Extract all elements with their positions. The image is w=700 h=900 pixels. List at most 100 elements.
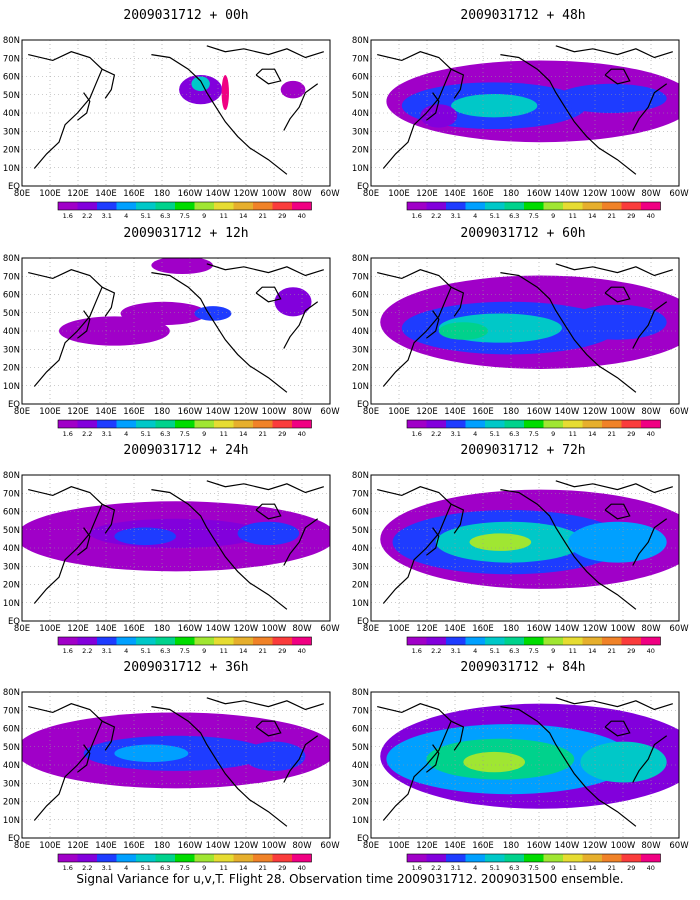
colorbar-swatch — [446, 420, 466, 428]
colorbar-swatch — [97, 854, 117, 862]
latitude-label: 80N — [352, 254, 369, 264]
colorbar-label: 5.1 — [490, 647, 500, 655]
latitude-label: EQ — [357, 834, 369, 844]
longitude-label: 100E — [39, 841, 61, 851]
coastline — [151, 272, 288, 393]
colorbar-label: 21 — [259, 430, 267, 438]
coastline — [426, 527, 440, 556]
colorbar-swatch — [407, 854, 427, 862]
colorbar-swatch — [485, 637, 505, 645]
latitude-label: 80N — [3, 688, 20, 698]
latitude-label: 40N — [3, 109, 20, 119]
map-frame — [21, 257, 331, 405]
colorbar-label: 2.2 — [82, 430, 92, 438]
latitude-label: 40N — [3, 327, 20, 337]
colorbar-label: 14 — [239, 430, 247, 438]
colorbar-label: 4 — [124, 430, 128, 438]
latitude-label: 20N — [352, 581, 369, 591]
colorbar-frame — [406, 636, 661, 646]
coastline — [604, 286, 631, 303]
coastline — [426, 744, 440, 773]
map-panel-60h: 80E 100E 120E 140E 160E 180 160W 140W 120W 100W 80… — [352, 254, 689, 438]
colorbar-swatch — [116, 420, 136, 428]
latitude-label: 70N — [352, 706, 369, 716]
longitude-label: 160W — [527, 841, 552, 851]
colorbar-swatch — [582, 854, 602, 862]
latitude-label: 70N — [352, 54, 369, 64]
colorbar-frame — [57, 636, 312, 646]
colorbar-swatch — [136, 202, 156, 210]
latitude-label: 80N — [352, 688, 369, 698]
coastline — [151, 489, 288, 610]
coastline — [377, 269, 452, 387]
colorbar-swatch — [155, 202, 175, 210]
colorbar-label: 21 — [608, 647, 616, 655]
colorbar-swatch — [465, 637, 485, 645]
colorbar-swatch — [58, 202, 78, 210]
latitude-label: 10N — [352, 816, 369, 826]
colorbar-swatch — [602, 854, 622, 862]
longitude-label: 120W — [234, 407, 259, 417]
colorbar-swatch — [465, 420, 485, 428]
latitude-label: EQ — [357, 400, 369, 410]
colorbar-swatch — [233, 202, 253, 210]
longitude-label: 160E — [123, 189, 145, 199]
colorbar-label: 3.1 — [451, 864, 461, 872]
longitude-label: 160E — [472, 407, 494, 417]
colorbar-swatch — [77, 202, 97, 210]
coastline — [632, 518, 668, 566]
latitude-label: 60N — [352, 73, 369, 83]
longitude-label: 80E — [14, 841, 30, 851]
latitude-label: 30N — [3, 127, 20, 137]
colorbar-swatch — [253, 854, 273, 862]
latitude-label: 10N — [352, 599, 369, 609]
colorbar-frame — [406, 853, 661, 863]
longitude-label: 160W — [178, 407, 203, 417]
latitude-label: 80N — [3, 36, 20, 46]
longitude-label: 60W — [320, 624, 340, 634]
colorbar-swatch — [233, 420, 253, 428]
longitude-label: 120W — [234, 189, 259, 199]
longitude-label: 80W — [292, 841, 312, 851]
variance-field-00h-1 — [191, 76, 210, 92]
colorbar-swatch — [58, 420, 78, 428]
colorbar-label: 11 — [569, 212, 577, 220]
colorbar-label: 6.3 — [160, 647, 170, 655]
panel-title-84h: 2009031712 + 84h — [460, 660, 586, 675]
colorbar-swatch — [58, 854, 78, 862]
latitude-label: 30N — [352, 562, 369, 572]
longitude-label: 180 — [154, 841, 170, 851]
colorbar-swatch — [233, 854, 253, 862]
variance-field-72h-4 — [568, 521, 667, 563]
variance-field-48h-4 — [420, 104, 458, 128]
longitude-label: 160E — [472, 841, 494, 851]
coastline — [283, 518, 319, 566]
longitude-label: 120W — [583, 407, 608, 417]
colorbar-label: 2.2 — [82, 864, 92, 872]
longitude-label: 100E — [39, 624, 61, 634]
latitude-label: 60N — [3, 725, 20, 735]
variance-field-12h-4 — [151, 258, 213, 275]
colorbar-label: 7.5 — [529, 864, 539, 872]
longitude-label: 180 — [154, 189, 170, 199]
colorbar-swatch — [446, 202, 466, 210]
longitude-label: 80E — [363, 189, 379, 199]
latitude-label: EQ — [8, 182, 20, 192]
colorbar-label: 4 — [124, 864, 128, 872]
latitude-label: 40N — [352, 327, 369, 337]
coastline — [77, 527, 91, 556]
latitude-label: 80N — [3, 471, 20, 481]
figure-caption: Signal Variance for u,v,T. Flight 28. Ob… — [76, 872, 624, 886]
colorbar-label: 6.3 — [160, 430, 170, 438]
longitude-label: 80W — [292, 407, 312, 417]
colorbar-swatch — [292, 420, 312, 428]
longitude-label: 180 — [154, 407, 170, 417]
colorbar-label: 4 — [124, 647, 128, 655]
colorbar-swatch — [136, 854, 156, 862]
colorbar-label: 6.3 — [509, 647, 519, 655]
colorbar-label: 40 — [298, 430, 306, 438]
colorbar-swatch — [543, 420, 563, 428]
colorbar-swatch — [116, 854, 136, 862]
latitude-label: 80N — [352, 471, 369, 481]
longitude-label: 120E — [416, 624, 438, 634]
